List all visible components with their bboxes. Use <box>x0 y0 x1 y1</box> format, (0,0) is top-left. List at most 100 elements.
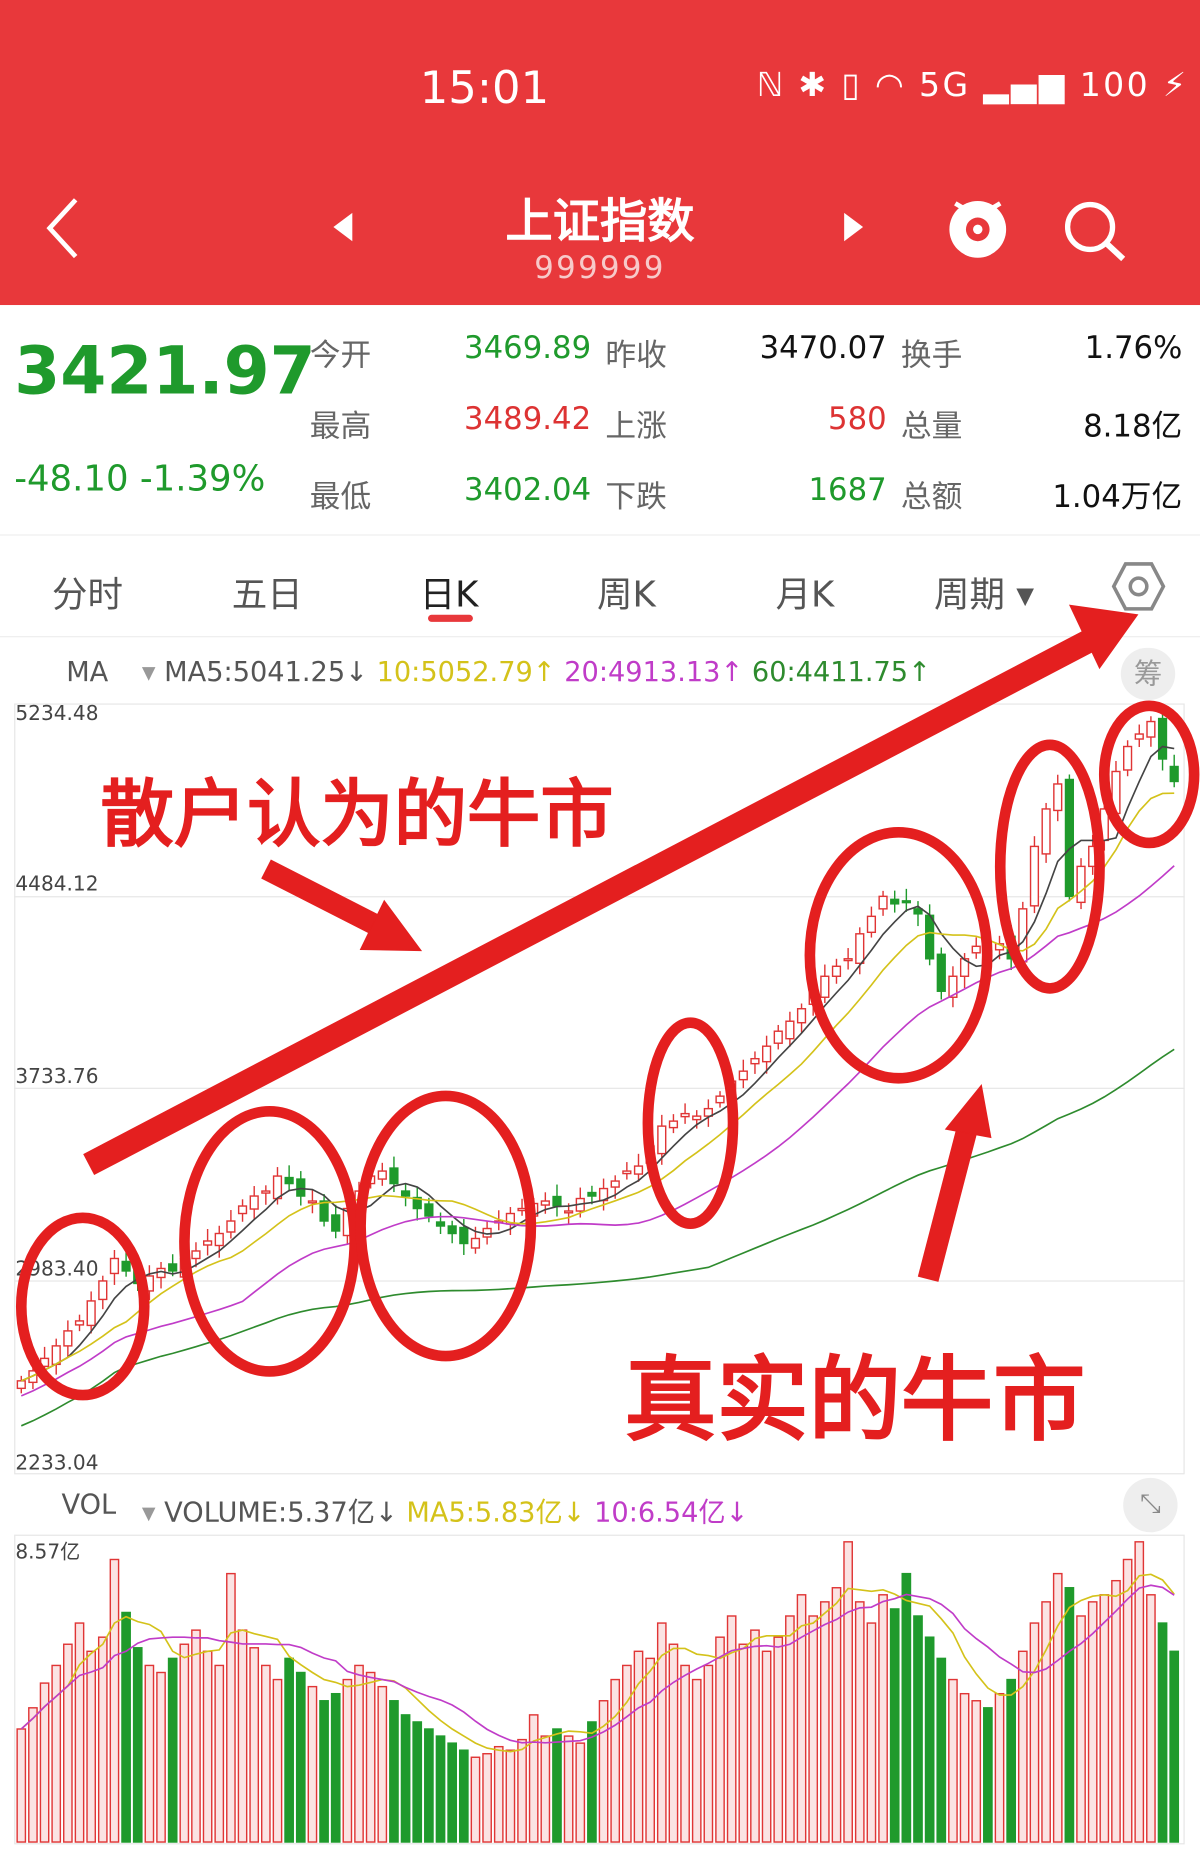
candle-body <box>237 1205 248 1215</box>
candle-body <box>645 1145 655 1164</box>
volume-bar <box>587 1721 597 1843</box>
volume-bar <box>785 1615 795 1843</box>
volume-bar <box>191 1629 201 1843</box>
settings-hexagon-icon[interactable] <box>1111 560 1166 612</box>
volume-bar <box>540 1735 551 1843</box>
back-chevron-icon[interactable] <box>45 195 80 261</box>
volume-bar <box>458 1749 469 1843</box>
volume-bar <box>493 1745 504 1843</box>
candle-body <box>1041 808 1051 855</box>
volume-bar <box>1052 1572 1063 1843</box>
candle-body <box>342 1207 352 1237</box>
volume-bar <box>1017 1650 1028 1843</box>
volume-bar <box>1111 1579 1121 1843</box>
volume-bar <box>28 1707 38 1843</box>
vol-values[interactable]: ▾ VOLUME:5.37亿↓ MA5:5.83亿↓ 10:6.54亿↓ <box>141 1497 749 1529</box>
quote-value: 3489.42 <box>464 401 592 438</box>
volume-bar <box>831 1587 842 1843</box>
vol-label[interactable]: VOL <box>61 1489 117 1521</box>
candle-body <box>156 1267 166 1279</box>
candle-body <box>971 945 981 954</box>
candle-body <box>226 1220 236 1233</box>
candle-body <box>121 1260 131 1272</box>
volume-bar <box>948 1678 958 1843</box>
vol-ma10-line <box>20 1584 1175 1744</box>
vol-y-tick: 8.57亿 <box>15 1540 81 1565</box>
candle-body <box>564 1210 574 1214</box>
tab-2[interactable]: 日K <box>419 574 479 616</box>
prev-stock-icon[interactable] <box>333 212 353 242</box>
candle-body <box>191 1250 201 1260</box>
volume-bar <box>645 1657 655 1843</box>
candle-body <box>86 1300 96 1327</box>
candle-body <box>633 1165 644 1175</box>
volume-bar <box>959 1692 970 1843</box>
candle-body <box>890 898 900 905</box>
candle-body <box>1006 935 1016 960</box>
candle-body <box>400 1190 411 1197</box>
volume-bar <box>482 1753 492 1843</box>
header-bar: 15:01 ℕ ✱ ▯ ◠ 5G ▂▄▆ 100 ⚡ 上证指数 999999 <box>0 0 1200 306</box>
candle-body <box>203 1240 213 1246</box>
volume-bar <box>121 1611 131 1843</box>
candle-body <box>377 1170 387 1180</box>
mascot-icon[interactable] <box>943 192 1012 265</box>
quote-value: 3470.07 <box>759 331 887 367</box>
candle-body <box>866 915 877 934</box>
tab-0[interactable]: 分时 <box>52 574 123 616</box>
volume-bar <box>109 1558 120 1843</box>
volume-bar <box>447 1742 458 1843</box>
quote-label: 总量 <box>900 409 963 445</box>
candle-body <box>39 1357 50 1368</box>
candle-body <box>936 953 946 992</box>
expand-icon[interactable]: ⤡ <box>1123 1477 1178 1533</box>
candle-body <box>109 1257 120 1275</box>
candle-body <box>249 1195 259 1210</box>
volume-bar <box>295 1671 306 1843</box>
tab-5[interactable]: 周期 ▾ <box>934 574 1035 616</box>
candle-body <box>831 965 842 977</box>
volume-bar <box>1169 1650 1180 1843</box>
volume-bar <box>202 1650 213 1843</box>
real-bull-annotation: 真实的牛市 <box>624 1347 1086 1455</box>
search-icon[interactable] <box>1062 199 1131 263</box>
candle-body <box>307 1200 318 1204</box>
volume-bar <box>691 1678 702 1843</box>
volume-bar <box>971 1700 982 1843</box>
candle-body <box>552 1195 562 1207</box>
candle-body <box>1088 845 1098 868</box>
volume-bar <box>167 1657 178 1843</box>
candle-body <box>296 1178 306 1197</box>
volume-bar <box>738 1643 749 1843</box>
tab-1[interactable]: 五日 <box>231 574 303 616</box>
volume-bar <box>470 1756 481 1843</box>
next-stock-icon[interactable] <box>844 212 864 242</box>
volume-bar <box>330 1692 341 1843</box>
candle-body <box>1111 770 1121 815</box>
candle-body <box>925 914 935 960</box>
tab-3[interactable]: 周K <box>597 574 656 616</box>
volume-bar <box>1134 1541 1145 1843</box>
candle-body <box>901 900 911 904</box>
candle-body <box>878 895 888 910</box>
candle-body <box>16 1380 26 1390</box>
candle-body <box>214 1232 224 1247</box>
volume-bar <box>39 1682 50 1843</box>
volume-bar <box>226 1572 236 1843</box>
vol-ma5-line <box>20 1573 1175 1753</box>
candle-body <box>517 1207 527 1212</box>
volume-bar <box>703 1664 714 1843</box>
volume-bar <box>1006 1678 1017 1843</box>
quote-value: 1687 <box>808 472 887 509</box>
price-change: -48.10 -1.39% <box>14 458 266 501</box>
candle-body <box>331 1214 341 1232</box>
candle-body <box>179 1257 189 1278</box>
tab-4[interactable]: 月K <box>775 574 835 616</box>
volume-chart-frame <box>14 1534 1185 1845</box>
retail-bull-annotation: 散户认为的牛市 <box>100 770 614 858</box>
candle-body <box>738 1070 748 1081</box>
volume-bar <box>889 1608 900 1843</box>
volume-bar <box>622 1664 632 1843</box>
volume-bar <box>552 1728 562 1843</box>
